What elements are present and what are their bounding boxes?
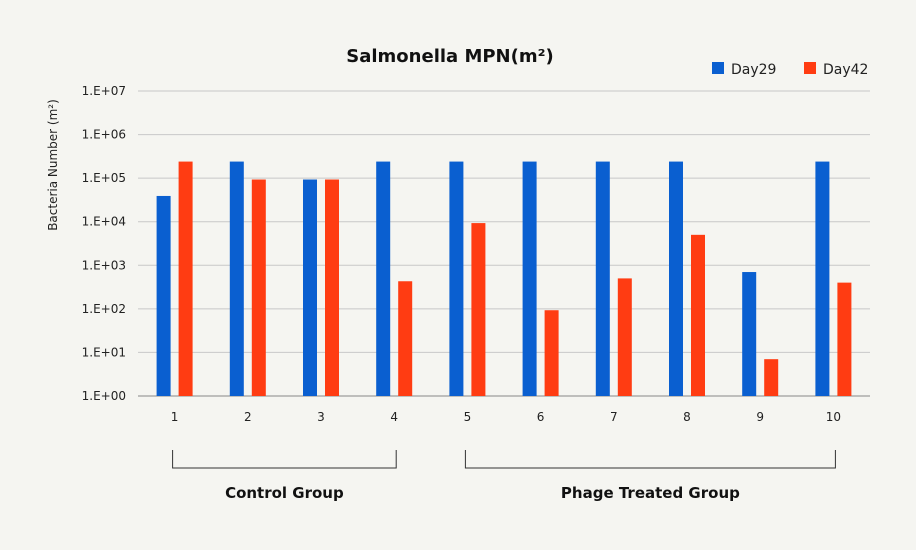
bar-day29-7 xyxy=(595,161,610,396)
x-tick-label: 9 xyxy=(756,410,764,424)
bar-day29-1 xyxy=(156,195,171,396)
x-tick-label: 3 xyxy=(317,410,325,424)
y-tick-label: 1.E+02 xyxy=(82,302,126,316)
group-bracket xyxy=(464,450,836,469)
y-axis-ticks: 1.E+00 1.E+01 1.E+02 1.E+03 1.E+04 1.E+05 1.E+… xyxy=(82,84,126,403)
x-tick-label: 5 xyxy=(464,410,472,424)
y-tick-label: 1.E+05 xyxy=(82,171,126,185)
y-tick-label: 1.E+03 xyxy=(82,258,126,272)
bar-day29-3 xyxy=(303,179,317,396)
x-tick-label: 8 xyxy=(683,410,691,424)
bar-day29-5 xyxy=(449,161,464,396)
legend: Day29 Day42 xyxy=(712,62,868,78)
x-tick-label: 6 xyxy=(537,410,545,424)
bar-day42-5 xyxy=(471,223,486,396)
bar-day42-3 xyxy=(325,179,339,396)
x-tick-label: 4 xyxy=(390,410,398,424)
group-label: Control Group xyxy=(225,484,344,502)
bar-day29-4 xyxy=(376,161,391,396)
x-tick-label: 10 xyxy=(826,410,841,424)
bar-day29-6 xyxy=(522,161,537,396)
bar-day42-6 xyxy=(544,310,559,396)
bar-day29-10 xyxy=(815,161,830,396)
x-tick-label: 7 xyxy=(610,410,618,424)
legend-label-day29: Day29 xyxy=(731,62,776,78)
gridlines xyxy=(138,90,870,397)
bar-day29-2 xyxy=(229,161,244,396)
bar-day42-2 xyxy=(251,179,266,396)
legend-swatch-day29 xyxy=(712,62,724,74)
bar-day29-8 xyxy=(669,161,683,396)
y-tick-label: 1.E+07 xyxy=(82,84,126,98)
legend-swatch-day42 xyxy=(804,62,816,74)
legend-label-day42: Day42 xyxy=(823,62,868,78)
chart-title: Salmonella MPN(m²) xyxy=(346,46,553,67)
x-tick-label: 2 xyxy=(244,410,252,424)
y-tick-label: 1.E+06 xyxy=(82,128,126,142)
bar-day42-4 xyxy=(398,281,413,396)
y-axis-label: Bacteria Number (m²) xyxy=(46,99,60,231)
x-axis-ticks: 1 2 3 4 5 6 7 8 9 10 xyxy=(171,410,841,424)
bars xyxy=(156,161,852,396)
bar-day42-7 xyxy=(617,278,632,396)
bar-day29-9 xyxy=(742,272,757,396)
y-tick-label: 1.E+00 xyxy=(82,389,126,403)
group-brackets: Control Group Phage Treated Group xyxy=(172,450,836,502)
x-tick-label: 1 xyxy=(171,410,179,424)
y-tick-label: 1.E+04 xyxy=(82,215,126,229)
bar-day42-1 xyxy=(178,161,193,396)
bar-day42-10 xyxy=(837,282,852,396)
bar-day42-9 xyxy=(764,359,779,396)
y-tick-label: 1.E+01 xyxy=(82,345,126,359)
group-label: Phage Treated Group xyxy=(561,484,740,502)
group-bracket xyxy=(172,450,397,469)
bar-day42-8 xyxy=(691,234,705,396)
